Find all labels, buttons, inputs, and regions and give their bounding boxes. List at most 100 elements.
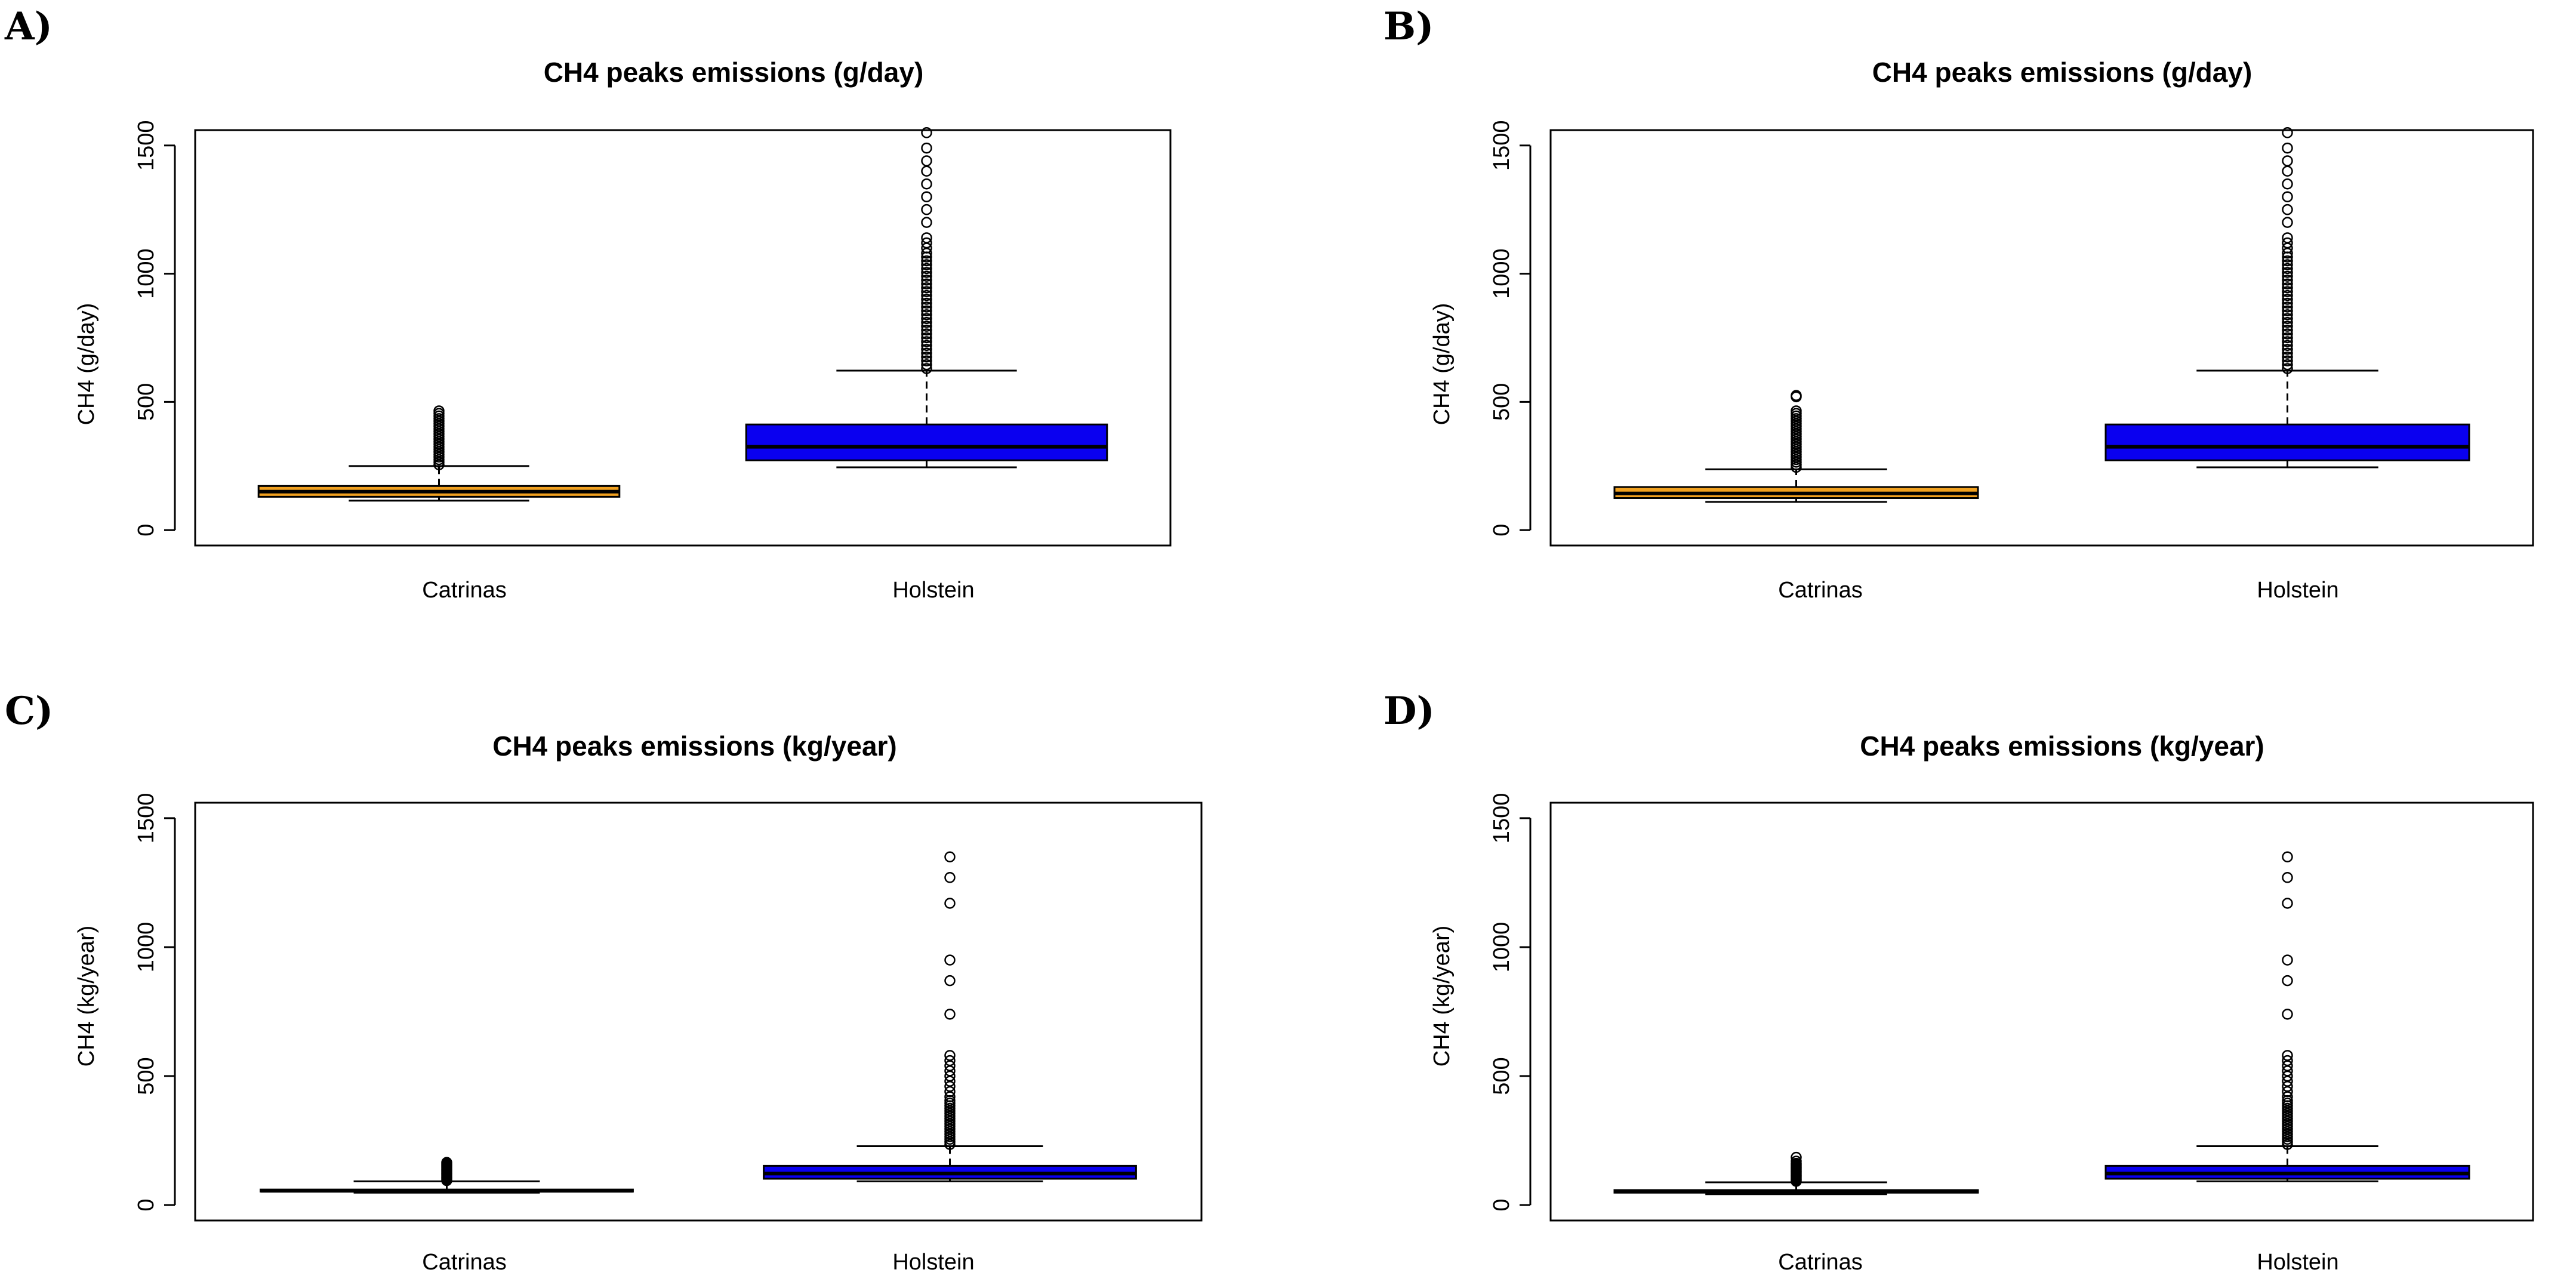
outlier-point [921, 155, 932, 167]
panel-letter: A) [4, 4, 53, 49]
outlier-point [2282, 851, 2293, 862]
outlier-point [944, 1075, 956, 1087]
iqr-box [745, 423, 1108, 461]
outlier-point [944, 898, 956, 909]
outlier-point [2282, 1065, 2293, 1077]
outlier-point [944, 1091, 956, 1102]
outlier-point [944, 954, 956, 966]
outlier-point [2282, 316, 2293, 328]
category-label-holstein: Holstein [2257, 578, 2338, 603]
outlier-point [2282, 332, 2293, 344]
y-axis: 0 500 1000 1500 [134, 793, 176, 1212]
outlier-point [2282, 1055, 2293, 1067]
chart-title: CH4 peaks emissions (kg/year) [492, 731, 897, 762]
y-tick-label: 0 [1489, 1199, 1514, 1212]
y-tick-label: 1500 [1489, 793, 1514, 844]
outlier-point [921, 344, 932, 355]
box-group-catrinas [1613, 1151, 1979, 1195]
outlier-point [921, 305, 932, 317]
outlier-point [944, 1009, 956, 1020]
box-group-catrinas [260, 1157, 634, 1194]
outlier-point [2282, 309, 2293, 320]
boxplot-chart: A) CH4 peaks emissions (g/day) CH4 (g/da… [4, 4, 1172, 603]
panel-letter: B) [1383, 4, 1434, 49]
outlier-point [2282, 363, 2293, 374]
panel-letter: D) [1383, 689, 1435, 733]
y-axis-label: CH4 (kg/year) [74, 926, 99, 1067]
outlier-point [921, 204, 932, 215]
outlier-point [921, 165, 932, 177]
outlier-point [2282, 301, 2293, 313]
category-label-catrinas: Catrinas [1778, 1250, 1863, 1275]
outlier-point [2282, 259, 2293, 270]
plot-frame [1549, 802, 2534, 1222]
outlier-point [921, 275, 932, 286]
outlier-point [2282, 320, 2293, 332]
outlier-point [2282, 289, 2293, 301]
outlier-point [921, 286, 932, 297]
outlier-point [944, 1070, 956, 1082]
plot-frame [194, 129, 1172, 547]
outlier-point [921, 355, 932, 366]
outlier-point [2282, 1081, 2293, 1092]
outlier-point [2282, 232, 2293, 244]
outlier-point [2282, 267, 2293, 278]
y-tick-label: 500 [1489, 383, 1514, 421]
category-label-holstein: Holstein [892, 578, 974, 603]
outlier-point [921, 309, 932, 320]
outlier-point [944, 1060, 956, 1071]
outlier-point [921, 324, 932, 336]
outlier-point [2282, 191, 2293, 202]
y-tick-label: 500 [134, 383, 159, 421]
plot-marks [1613, 127, 2470, 503]
outlier-point [2282, 278, 2293, 290]
outlier-point [2282, 282, 2293, 294]
outlier-point [921, 340, 932, 352]
outlier-point [1791, 405, 1802, 417]
category-label-holstein: Holstein [2257, 1250, 2338, 1275]
outlier-point [921, 297, 932, 309]
boxplot-chart: B) CH4 peaks emissions (g/day) CH4 (g/da… [1383, 4, 2534, 603]
outlier-point [2282, 263, 2293, 275]
category-label-catrinas: Catrinas [422, 578, 507, 603]
outlier-point [2282, 340, 2293, 352]
y-axis-label: CH4 (kg/year) [1429, 926, 1455, 1067]
outlier-point [2282, 954, 2293, 966]
outlier-point [2282, 313, 2293, 325]
boxplot-chart: C) CH4 peaks emissions (kg/year) CH4 (kg… [5, 689, 1203, 1275]
outlier-point [2282, 294, 2293, 305]
y-axis: 0 500 1000 1500 [1489, 121, 1532, 537]
outlier-point [921, 282, 932, 294]
outlier-point [944, 1050, 956, 1061]
outlier-point [944, 872, 956, 883]
outlier-point [921, 178, 932, 190]
outlier-point [921, 301, 932, 313]
panel-c: C) CH4 peaks emissions (kg/year) CH4 (kg… [0, 638, 1288, 1276]
y-tick-label: 0 [1489, 524, 1514, 537]
outlier-point [2282, 1060, 2293, 1071]
chart-title: CH4 peaks emissions (kg/year) [1860, 731, 2264, 762]
outlier-point [2282, 1070, 2293, 1082]
outlier-point [921, 232, 932, 244]
outlier-point [2282, 237, 2293, 249]
outlier-point [2282, 1050, 2293, 1061]
outlier-point [2282, 898, 2293, 909]
outlier-point [921, 263, 932, 275]
box-group-catrinas [257, 405, 621, 502]
outlier-point [2282, 155, 2293, 167]
outlier-point [921, 217, 932, 228]
outlier-point [2282, 328, 2293, 340]
y-tick-label: 1000 [134, 922, 159, 973]
y-axis-label: CH4 (g/day) [74, 303, 99, 426]
panel-a: A) CH4 peaks emissions (g/day) CH4 (g/da… [0, 0, 1288, 638]
y-tick-label: 1500 [134, 793, 159, 844]
outlier-point [2282, 347, 2293, 359]
outlier-point [921, 359, 932, 371]
y-axis: 0 500 1000 1500 [134, 121, 176, 537]
y-tick-label: 1500 [1489, 121, 1514, 171]
outlier-point [2282, 336, 2293, 347]
outlier-point [2282, 975, 2293, 987]
outlier-point [2282, 217, 2293, 228]
box-group-holstein [2104, 127, 2470, 469]
outlier-point [2282, 324, 2293, 336]
